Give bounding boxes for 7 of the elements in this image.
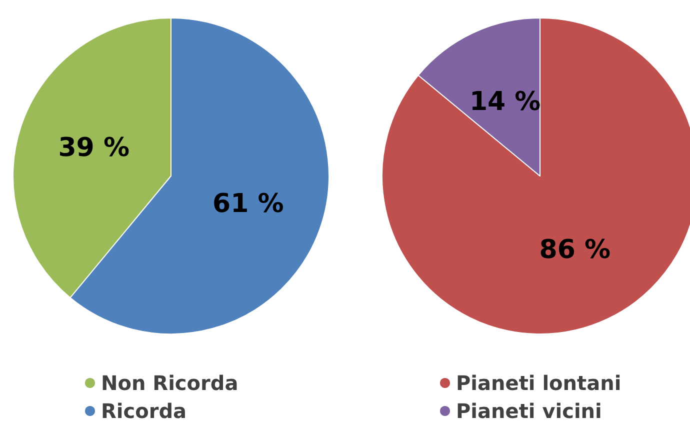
legend-label: Non Ricorda — [101, 371, 238, 395]
data-label: 61 % — [212, 188, 284, 219]
legend-label: Pianeti vicini — [456, 399, 602, 423]
data-label: 39 % — [58, 133, 130, 164]
legend-label: Pianeti lontani — [456, 371, 622, 395]
data-label: 86 % — [539, 235, 611, 266]
legend-label: Ricorda — [101, 399, 187, 423]
